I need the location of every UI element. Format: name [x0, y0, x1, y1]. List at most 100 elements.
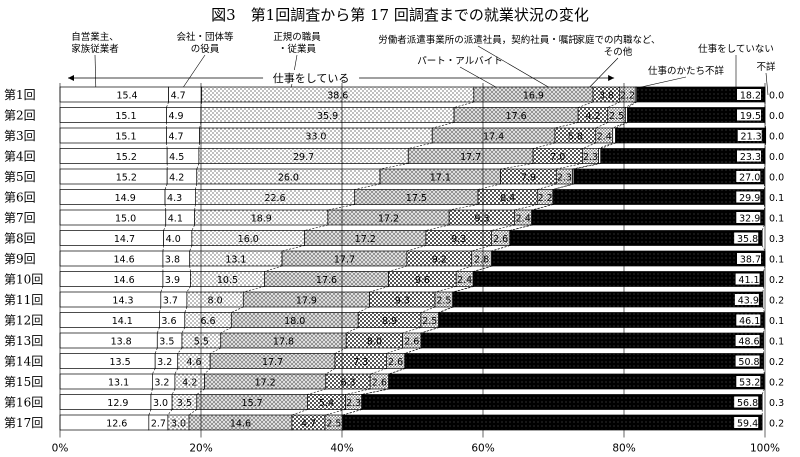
- category-label: 第4回: [4, 150, 36, 164]
- value-label: 26.0: [278, 173, 299, 184]
- connector-line: [573, 163, 601, 170]
- connector-line: [598, 142, 613, 149]
- connector-line: [195, 183, 198, 190]
- connector-line: [370, 368, 387, 375]
- connector-line: [582, 142, 596, 149]
- value-label: 2.6: [372, 378, 387, 389]
- connector-line: [346, 327, 359, 334]
- connector-line: [763, 368, 765, 375]
- connector-line: [210, 347, 221, 354]
- value-label: 17.5: [406, 193, 427, 204]
- value-label: 18.0: [284, 316, 305, 327]
- value-label: 2.6: [493, 234, 508, 245]
- bar-segment: [405, 353, 764, 369]
- connector-line: [761, 245, 766, 252]
- value-label: 5.4: [319, 398, 334, 409]
- connector-line: [420, 327, 440, 334]
- value-label: 13.8: [111, 337, 132, 348]
- category-label: 第12回: [4, 314, 43, 328]
- connector-line: [762, 306, 765, 313]
- connector-line: [164, 183, 168, 190]
- category-label: 第17回: [4, 416, 43, 430]
- x-tick-label: 40%: [330, 443, 353, 455]
- value-label: 17.7: [334, 255, 355, 266]
- connector-line: [189, 265, 191, 272]
- value-label: 2.6: [404, 337, 419, 348]
- value-label: 3.8: [165, 255, 180, 266]
- connector-line: [369, 286, 389, 293]
- bar-segment: [615, 127, 767, 144]
- value-label: 3.0: [153, 398, 168, 409]
- connector-line: [434, 286, 457, 293]
- connector-line: [389, 368, 406, 375]
- value-label: 0.0: [769, 132, 784, 143]
- legend-label: 家庭での内職など、その他: [575, 34, 660, 58]
- value-label-bg: [737, 109, 761, 121]
- connector-line: [406, 245, 426, 252]
- value-label-bg: [735, 355, 760, 367]
- value-label: 15.1: [115, 111, 136, 122]
- bracket: 仕事をしている: [68, 70, 615, 85]
- value-label: 2.3: [346, 398, 361, 409]
- value-label: 2.4: [597, 132, 612, 143]
- bar-segment: [59, 250, 164, 267]
- legend-label: 正規の職員・従業員: [273, 32, 321, 55]
- value-label: 35.8: [737, 234, 758, 245]
- value-label: 3.6: [161, 316, 176, 327]
- category-label: 第6回: [4, 191, 36, 205]
- connector-line: [402, 327, 422, 334]
- connector-line: [171, 388, 176, 395]
- bar-segment: [509, 230, 763, 246]
- legend-label: 仕事のかたち不詳: [648, 65, 725, 77]
- value-label: 4.2: [182, 378, 197, 389]
- connector-line: [160, 286, 164, 293]
- connector-line: [307, 388, 326, 395]
- value-label-bg: [737, 253, 761, 264]
- bar-segment: [59, 107, 167, 123]
- category-label: 第10回: [4, 273, 43, 287]
- connectors: [148, 101, 767, 416]
- connector-line: [491, 245, 510, 252]
- connector-line: [532, 142, 555, 149]
- bar-segment: [453, 291, 764, 308]
- category-label: 第1回: [4, 88, 36, 102]
- connector-line: [420, 327, 439, 334]
- connector-line: [163, 224, 167, 231]
- row-labels: 第1回第2回第3回第4回第5回第6回第7回第8回第9回第10回第11回第12回第…: [4, 88, 43, 430]
- connector-line: [761, 388, 765, 395]
- value-label: 32.9: [739, 214, 760, 225]
- x-tick-label: 80%: [612, 443, 635, 455]
- connector-line: [154, 347, 158, 354]
- bar-segment: [573, 168, 765, 185]
- value-label: 4.5: [169, 152, 184, 163]
- value-label: 4.1: [168, 214, 183, 225]
- value-label: 2.4: [516, 214, 531, 225]
- connector-line: [425, 224, 450, 231]
- value-label-bg: [735, 273, 760, 285]
- value-label: 38.6: [327, 91, 348, 102]
- value-label: 0.0: [769, 173, 784, 184]
- value-label: 19.5: [740, 111, 761, 122]
- connector-line: [157, 327, 160, 334]
- category-label: 第11回: [4, 293, 43, 307]
- value-label-bg: [735, 335, 760, 346]
- chart-title: 図3 第1回調査から第 17 回調査までの就業状況の変化: [211, 6, 589, 24]
- value-label: 4.6: [186, 357, 201, 368]
- connector-line: [220, 327, 232, 334]
- value-label: 4.3: [167, 193, 182, 204]
- value-label: 14.9: [115, 193, 136, 204]
- value-label: 0.2: [769, 378, 784, 389]
- value-label: 13.1: [108, 378, 129, 389]
- value-label: 8.0: [208, 296, 223, 307]
- category-label: 第5回: [4, 170, 36, 184]
- value-label: 17.6: [316, 275, 337, 286]
- legend-label: 仕事をしていない: [698, 43, 774, 55]
- value-label: 10.5: [217, 275, 238, 286]
- bar-segment: [59, 353, 156, 369]
- connector-line: [354, 183, 381, 190]
- connector-line: [264, 265, 283, 272]
- value-label: 56.8: [737, 398, 758, 409]
- value-label: 53.2: [739, 378, 760, 389]
- x-axis: 0% 20% 40% 60% 80% 100%: [52, 83, 780, 455]
- bracket-label-bg: [263, 70, 360, 84]
